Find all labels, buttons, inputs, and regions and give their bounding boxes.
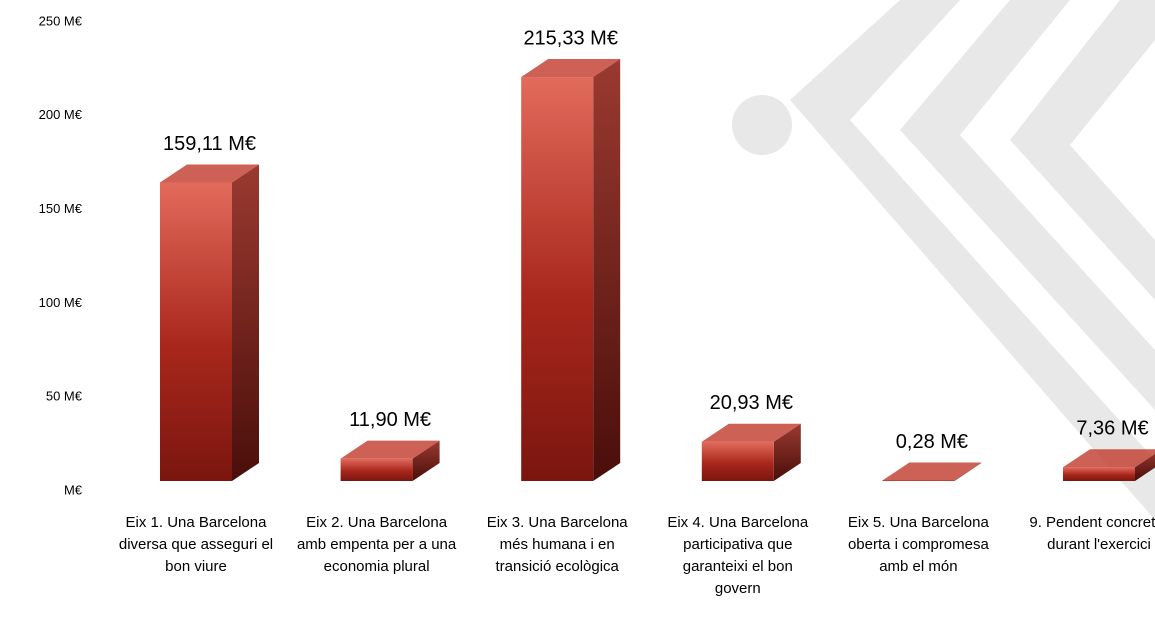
value-label: 7,36 M€ [1076,417,1148,439]
bar-top [1063,449,1155,468]
bar-front [521,77,594,481]
y-tick-label: 150 M€ [39,201,83,216]
bar-side [593,59,621,481]
bar [340,440,440,481]
bar-side [1135,453,1155,481]
x-tick-label: Eix 3. Una Barcelona més humana i en tra… [486,514,628,575]
bar-side [412,440,440,481]
bar [521,59,621,481]
bar-side [232,164,259,481]
bar-top [521,59,621,78]
value-label: 0,28 M€ [896,431,968,453]
bar-top [160,164,259,183]
x-tick-label: Eix 2. Una Barcelona amb empenta per a u… [296,514,457,575]
x-tick-label: Eix 4. Una Barcelona participativa que g… [667,514,809,597]
bar [160,164,259,481]
y-tick-label: M€ [64,482,83,497]
bar-top [882,462,982,481]
bar [1063,449,1155,481]
y-tick-label: 200 M€ [39,107,83,122]
x-tick-label: Eix 1. Una Barcelona diversa que assegur… [118,514,274,575]
bar-top [701,423,801,442]
x-tick-label: Eix 5. Una Barcelona oberta i compromesa… [847,514,989,575]
bar [882,462,982,481]
bar-top [340,440,440,459]
bar-front [701,441,774,481]
bar-front [340,458,413,481]
bar-side [954,462,982,481]
y-tick-label: 100 M€ [39,295,83,310]
bar [701,423,801,481]
bar-front [160,182,232,481]
x-tick-label: 9. Pendent concretar durant l'exercici [1029,514,1155,553]
value-label: 215,33 M€ [523,27,618,49]
y-tick-label: 50 M€ [46,389,83,404]
watermark [732,0,1155,520]
y-tick-label: 250 M€ [39,13,83,28]
value-label: 159,11 M€ [163,133,256,155]
value-label: 20,93 M€ [710,392,793,414]
bar-front [882,480,955,481]
bar-front [1063,467,1135,481]
value-label: 11,90 M€ [349,409,431,431]
bar-side [773,423,801,481]
